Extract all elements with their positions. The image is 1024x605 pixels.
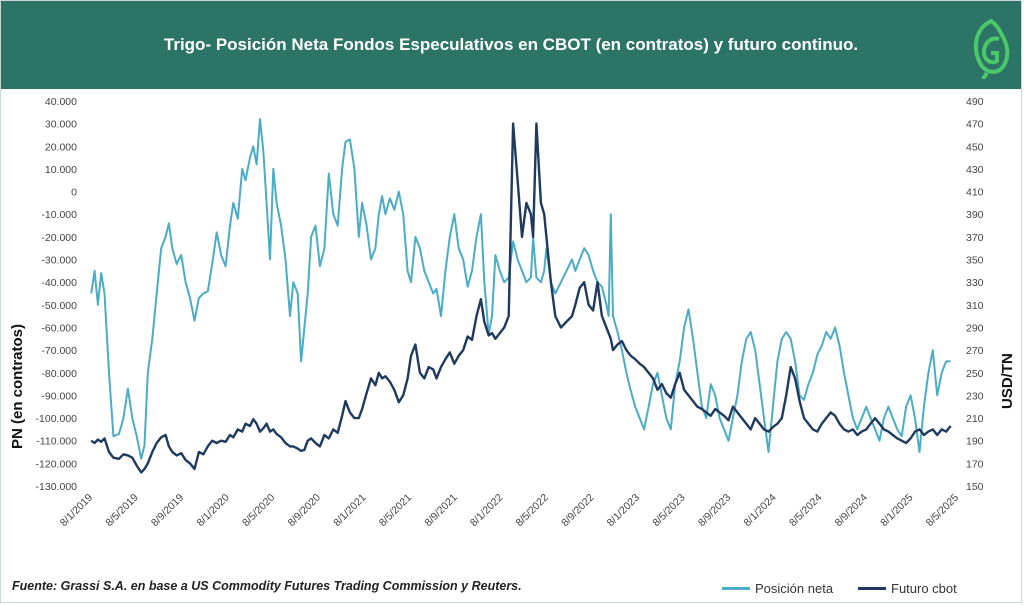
y-tick-left: 10.000: [45, 164, 77, 176]
x-tick-label: 8/1/2019: [58, 492, 95, 529]
x-tick-label: 8/5/2019: [103, 492, 140, 529]
y-tick-left: 0: [71, 187, 77, 199]
y-tick-right: 370: [966, 232, 984, 244]
x-tick-label: 8/1/2022: [468, 492, 505, 529]
chart-title: Trigo- Posición Neta Fondos Especulativo…: [163, 35, 859, 54]
series-line-futuro-cbot: [90, 122, 952, 474]
x-axis: 8/1/2019 8/5/2019 8/9/2019 8/1/2020 8/5/2020…: [58, 492, 961, 529]
x-tick-label: 8/9/2023: [696, 492, 733, 529]
y-axis-left-title: PN (en contratos): [9, 324, 26, 449]
chart-area: 40.000 30.000 20.000 10.000 0 -10.000 -20.000 -…: [9, 96, 1016, 529]
y-tick-left: -90.000: [41, 390, 77, 402]
x-tick-label: 8/5/2022: [514, 492, 551, 529]
y-tick-right: 210: [966, 413, 984, 425]
x-tick-label: 8/1/2020: [194, 492, 231, 529]
y-tick-left: -120.000: [36, 458, 78, 470]
y-axis-right-title: USD/TN: [999, 353, 1016, 409]
x-tick-label: 8/5/2020: [240, 492, 277, 529]
y-tick-left: -40.000: [41, 277, 77, 289]
x-tick-label: 8/1/2023: [605, 492, 642, 529]
y-tick-right: 450: [966, 141, 984, 153]
y-tick-left: 30.000: [45, 119, 77, 131]
legend-swatch-net: [722, 587, 750, 590]
y-tick-right: 270: [966, 345, 984, 357]
y-tick-right: 390: [966, 209, 984, 221]
y-tick-left: -50.000: [41, 300, 77, 312]
legend-label-fut: Futuro cbot: [891, 581, 957, 596]
x-tick-label: 8/1/2025: [878, 492, 915, 529]
series-line-posicion-neta: [90, 118, 951, 460]
y-tick-left: -70.000: [41, 345, 77, 357]
y-tick-right: 230: [966, 390, 984, 402]
x-tick-label: 8/9/2020: [286, 492, 323, 529]
legend-swatch-fut: [858, 587, 886, 590]
y-tick-right: 170: [966, 458, 984, 470]
y-tick-right: 150: [966, 481, 984, 493]
y-tick-left: -100.000: [36, 413, 78, 425]
y-tick-left: -110.000: [36, 436, 77, 448]
series-layer: [90, 118, 952, 474]
x-tick-label: 8/5/2021: [377, 492, 414, 529]
x-tick-label: 8/9/2021: [422, 492, 459, 529]
y-tick-left: -60.000: [41, 322, 77, 334]
y-tick-right: 430: [966, 164, 984, 176]
x-tick-label: 8/9/2022: [559, 492, 596, 529]
y-tick-left: -10.000: [41, 209, 77, 221]
y-tick-left: 40.000: [45, 96, 77, 108]
x-tick-label: 8/5/2025: [924, 492, 961, 529]
y-axis-left: 40.000 30.000 20.000 10.000 0 -10.000 -20.000 -…: [36, 96, 78, 493]
header-banner: Trigo- Posición Neta Fondos Especulativo…: [1, 1, 1021, 89]
y-tick-left: 20.000: [45, 141, 77, 153]
x-tick-label: 8/5/2024: [787, 492, 824, 529]
y-tick-right: 350: [966, 255, 984, 267]
x-tick-label: 8/9/2019: [149, 492, 186, 529]
y-tick-left: -80.000: [41, 368, 77, 380]
y-tick-right: 330: [966, 277, 984, 289]
y-tick-left: -30.000: [41, 255, 77, 267]
legend-label-net: Posición neta: [755, 581, 834, 596]
y-tick-right: 190: [966, 436, 984, 448]
y-axis-right: 490 470 450 430 410 390 370 350 330 310 290 270 250 2…: [966, 96, 984, 493]
y-tick-right: 410: [966, 187, 984, 199]
y-tick-right: 490: [966, 96, 984, 108]
x-tick-label: 8/9/2024: [833, 492, 870, 529]
y-tick-right: 290: [966, 322, 984, 334]
leaf-logo-icon: [973, 18, 1010, 79]
y-tick-right: 250: [966, 368, 984, 380]
source-note: Fuente: Grassi S.A. en base a US Commodi…: [12, 579, 522, 593]
x-tick-label: 8/5/2023: [650, 492, 687, 529]
y-tick-left: -20.000: [41, 232, 77, 244]
x-tick-label: 8/1/2024: [741, 492, 778, 529]
y-tick-left: -130.000: [36, 481, 78, 493]
y-tick-right: 310: [966, 300, 984, 312]
x-tick-label: 8/1/2021: [331, 492, 368, 529]
y-tick-right: 470: [966, 119, 984, 131]
